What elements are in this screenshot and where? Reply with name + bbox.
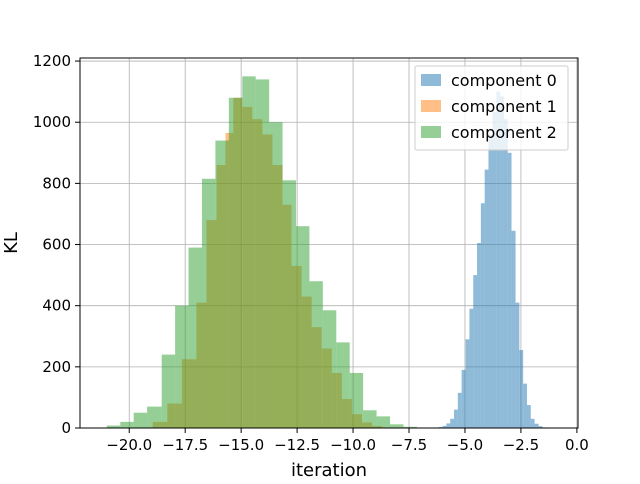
- series-2-bar-6: [189, 248, 202, 428]
- legend: component 0 component 1 component 2: [415, 66, 568, 150]
- series-2-bar-2: [134, 413, 147, 428]
- series-0-bar-8: [466, 339, 470, 428]
- series-0-bar-14: [488, 134, 492, 428]
- series-0-bar-23: [523, 384, 527, 428]
- series-0-bar-22: [519, 350, 523, 428]
- legend-label-1: component 1: [451, 97, 557, 116]
- series-2-bar-13: [283, 180, 296, 428]
- series-0-bar-20: [512, 231, 516, 428]
- x-tick-label-0: −20.0: [106, 436, 152, 454]
- series-2-bar-8: [215, 141, 228, 428]
- series-2-bar-10: [242, 76, 255, 428]
- legend-swatch-0: [421, 74, 441, 86]
- series-0-bar-25: [531, 419, 535, 428]
- series-0-bar-15: [493, 112, 497, 428]
- series-2-bar-17: [336, 342, 349, 428]
- series-2-bar-9: [229, 98, 242, 428]
- x-tick-label-3: −12.5: [274, 436, 320, 454]
- x-tick-label-1: −17.5: [162, 436, 208, 454]
- x-tick-label-7: −2.5: [503, 436, 539, 454]
- series-0-bar-11: [477, 243, 481, 428]
- series-2-bar-20: [377, 416, 390, 428]
- series-2-bar-18: [350, 373, 363, 428]
- series-2-bar-14: [296, 226, 309, 428]
- x-axis-label: iteration: [291, 460, 367, 480]
- series-0-bar-7: [462, 370, 466, 428]
- legend-label-2: component 2: [451, 123, 557, 142]
- series-0-bar-13: [485, 170, 489, 428]
- series-2-bar-15: [309, 281, 322, 428]
- series-2-bar-19: [363, 410, 376, 428]
- y-tick-label-5: 1000: [33, 113, 71, 131]
- y-tick-label-4: 800: [42, 174, 71, 192]
- series-2-bar-1: [120, 422, 133, 428]
- series-0-bar-26: [535, 424, 539, 428]
- x-tick-label-8: 0.0: [565, 436, 589, 454]
- series-0-bar-12: [481, 203, 485, 428]
- series-0-bar-4: [450, 419, 454, 428]
- series-2-bar-16: [323, 310, 336, 428]
- y-tick-label-2: 400: [42, 297, 71, 315]
- legend-swatch-2: [421, 126, 441, 138]
- series-0-bar-18: [504, 119, 508, 428]
- y-axis-label: KL: [1, 232, 22, 254]
- series-2-bar-12: [269, 122, 282, 428]
- x-tick-label-6: −5.0: [447, 436, 483, 454]
- x-tick-label-4: −10.0: [330, 436, 376, 454]
- series-2-bar-21: [390, 424, 403, 428]
- series-0-bar-5: [454, 410, 458, 428]
- series-2-bar-3: [147, 407, 162, 428]
- series-0-bar-9: [469, 309, 473, 428]
- series-0-bar-3: [446, 423, 450, 428]
- series-0-bar-6: [458, 393, 462, 428]
- series-2-bar-11: [256, 79, 269, 428]
- series-2-bar-7: [202, 179, 215, 428]
- y-tick-label-6: 1200: [33, 52, 71, 70]
- series-0-bar-10: [473, 275, 477, 428]
- x-tick-label-2: −15.0: [218, 436, 264, 454]
- legend-swatch-1: [421, 100, 441, 112]
- series-2-bar-5: [175, 306, 188, 428]
- x-tick-label-5: −7.5: [391, 436, 427, 454]
- y-tick-label-0: 0: [61, 419, 71, 437]
- series-0-bar-24: [527, 405, 531, 428]
- series-0-bar-21: [516, 303, 520, 428]
- legend-label-0: component 0: [451, 71, 557, 90]
- series-2-bar-4: [162, 355, 175, 428]
- y-tick-label-3: 600: [42, 236, 71, 254]
- series-0-bar-19: [508, 153, 512, 428]
- y-tick-label-1: 200: [42, 358, 71, 376]
